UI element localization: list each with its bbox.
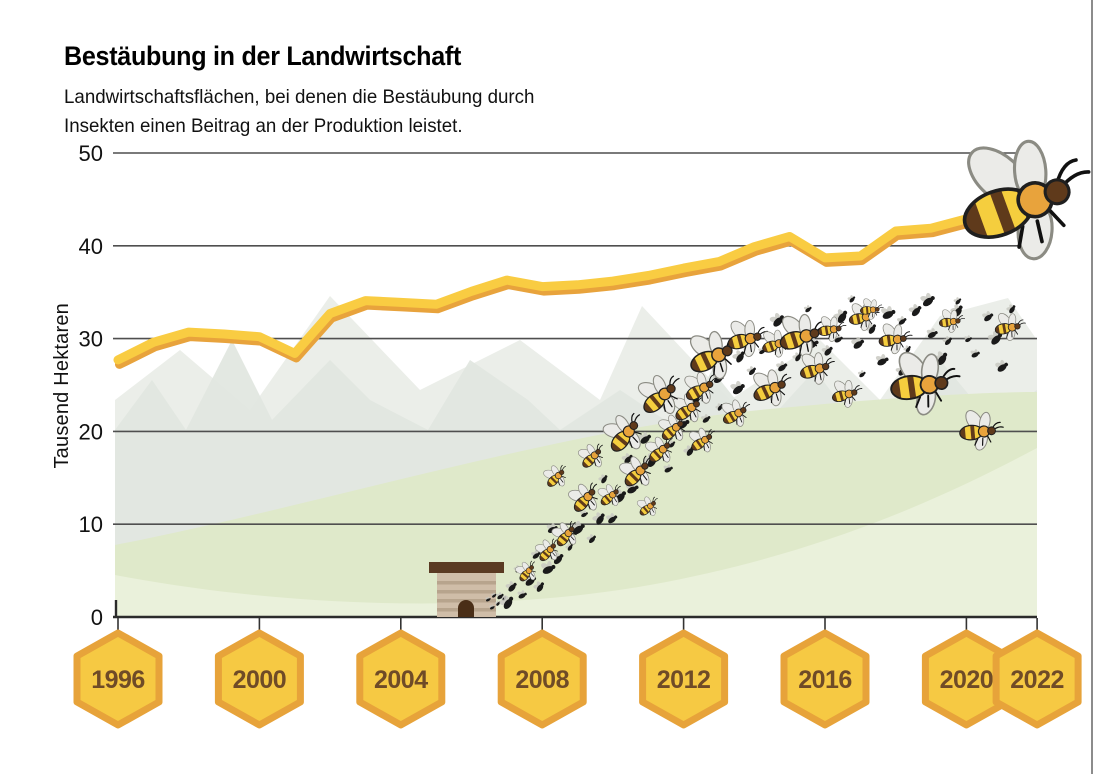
big-bee-icon xyxy=(940,108,1100,283)
fly-icon xyxy=(917,289,937,309)
y-tick-labels: 0 10 20 30 40 50 xyxy=(79,141,103,630)
fly-icon xyxy=(895,313,908,327)
gridlines xyxy=(113,152,1037,619)
year-hexagon-label: 2000 xyxy=(233,666,287,694)
year-hexagon-label: 2008 xyxy=(515,666,569,694)
chart-subtitle-line2: Insekten einen Beitrag an der Produktion… xyxy=(64,115,463,137)
data-line xyxy=(113,201,1044,369)
year-hexagon: 2008 xyxy=(497,629,587,729)
year-hexagon-label: 1996 xyxy=(91,666,145,694)
y-tick-label: 10 xyxy=(79,512,103,537)
y-tick-label: 50 xyxy=(79,141,103,166)
fly-icon xyxy=(856,368,867,379)
green-hill-light xyxy=(115,448,1037,617)
fly-icon xyxy=(952,295,963,306)
year-hexagon-label: 2016 xyxy=(798,666,852,694)
y-tick-label: 20 xyxy=(79,419,103,444)
beehive xyxy=(429,562,504,617)
fly-icon xyxy=(802,303,813,314)
year-hexagon: 2016 xyxy=(780,629,870,729)
y-axis-title: Tausend Hektaren xyxy=(51,303,73,469)
chart-title: Bestäubung in der Landwirtschaft xyxy=(64,41,462,71)
fly-icon xyxy=(873,351,890,367)
year-hexagon: 2022 xyxy=(992,629,1082,729)
year-hexagon: 2000 xyxy=(214,629,304,729)
year-hexagon: 1996 xyxy=(73,629,163,729)
y-tick-label: 0 xyxy=(91,605,103,630)
year-hexagon-label: 2022 xyxy=(1010,666,1064,694)
x-axis-hexagons: 1996 2000 2004 2008 2012 2016 2020 2022 xyxy=(73,618,1082,729)
fly-icon xyxy=(878,302,897,321)
year-hexagon-label: 2012 xyxy=(657,666,711,694)
year-hexagon-label: 2004 xyxy=(374,666,428,694)
y-tick-label: 40 xyxy=(79,234,103,259)
chart-subtitle-line1: Landwirtschaftsflächen, bei denen die Be… xyxy=(64,86,535,108)
year-hexagon-label: 2020 xyxy=(940,666,994,694)
y-tick-label: 30 xyxy=(79,327,103,352)
year-hexagon: 2004 xyxy=(356,629,446,729)
line-series xyxy=(113,201,1042,365)
big-bee-icon xyxy=(940,108,1100,283)
fly-icon xyxy=(906,300,924,318)
year-hexagon: 2012 xyxy=(639,629,729,729)
right-border-line xyxy=(1091,0,1093,774)
fly-icon xyxy=(846,293,857,304)
fly-icon xyxy=(848,333,866,351)
